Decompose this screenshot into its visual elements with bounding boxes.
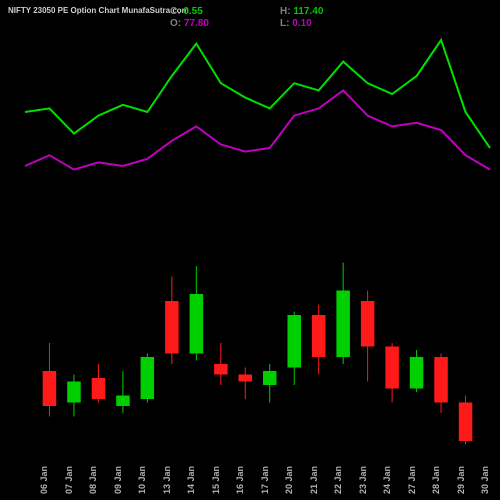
x-tick-label: 15 Jan (211, 466, 221, 494)
x-tick-label: 28 Jan (431, 466, 441, 494)
x-tick-label: 14 Jan (186, 466, 196, 494)
candle-body (459, 403, 473, 442)
x-tick-label: 29 Jan (456, 466, 466, 494)
x-tick-label: 23 Jan (358, 466, 368, 494)
x-tick-label: 07 Jan (64, 466, 74, 494)
candle-body (410, 357, 424, 389)
candle-body (92, 378, 106, 399)
x-tick-label: 20 Jan (284, 466, 294, 494)
x-tick-label: 22 Jan (333, 466, 343, 494)
candle-body (385, 347, 399, 389)
x-tick-label: 08 Jan (88, 466, 98, 494)
chart-canvas (0, 0, 500, 500)
candle-body (239, 375, 253, 382)
candle-body (67, 382, 81, 403)
candle-body (312, 315, 326, 357)
candle-body (116, 396, 130, 407)
x-tick-label: 10 Jan (137, 466, 147, 494)
x-tick-label: 30 Jan (480, 466, 490, 494)
candle-body (141, 357, 155, 399)
x-tick-label: 17 Jan (260, 466, 270, 494)
x-tick-label: 09 Jan (113, 466, 123, 494)
indicator-line-green (25, 40, 490, 148)
candle-body (165, 301, 179, 354)
x-tick-label: 16 Jan (235, 466, 245, 494)
candle-body (336, 291, 350, 358)
x-tick-label: 21 Jan (309, 466, 319, 494)
candle-body (288, 315, 302, 368)
x-tick-label: 27 Jan (407, 466, 417, 494)
candle-body (434, 357, 448, 403)
candle-body (263, 371, 277, 385)
candle-body (43, 371, 57, 406)
x-tick-label: 06 Jan (39, 466, 49, 494)
x-axis: 06 Jan 07 Jan 08 Jan 09 Jan 10 Jan 13 Jan 14 J… (0, 455, 500, 500)
x-tick-label: 13 Jan (162, 466, 172, 494)
x-tick-label: 24 Jan (382, 466, 392, 494)
candle-body (190, 294, 204, 354)
candle-body (361, 301, 375, 347)
candle-body (214, 364, 228, 375)
